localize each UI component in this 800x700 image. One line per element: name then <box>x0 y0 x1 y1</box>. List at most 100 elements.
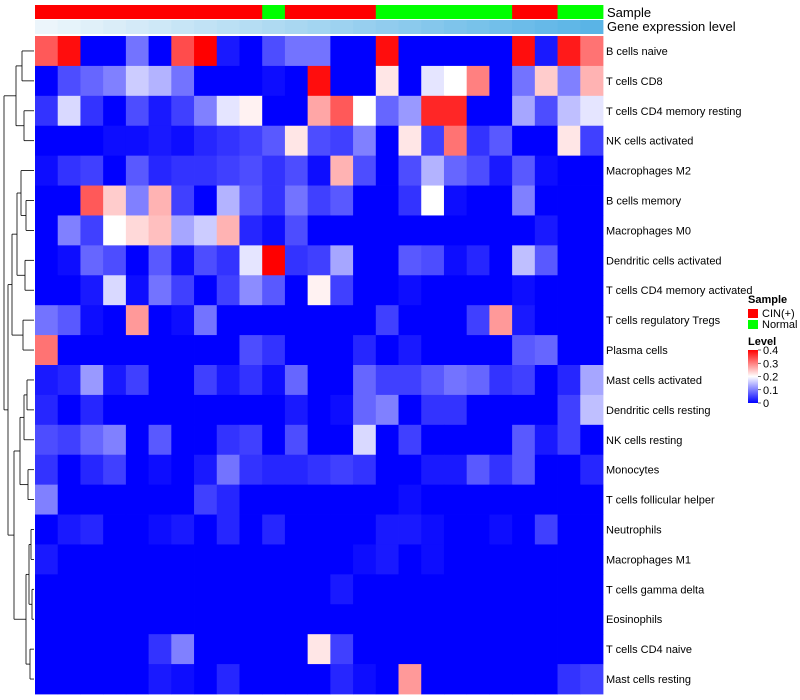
heatmap-cell <box>421 215 445 246</box>
heatmap-cell <box>171 155 195 186</box>
expression-annotation-bar <box>35 20 604 34</box>
heatmap-cell <box>194 335 218 366</box>
heatmap-cell <box>194 664 218 695</box>
heatmap-cell <box>194 155 218 186</box>
heatmap-cell <box>580 514 604 545</box>
heatmap-cell <box>216 394 240 426</box>
heatmap-cell <box>534 65 558 97</box>
heatmap-cell <box>330 604 354 635</box>
heatmap-cell <box>353 125 377 157</box>
heatmap-cell <box>489 185 513 216</box>
heatmap-cell <box>443 424 468 456</box>
heatmap-cell <box>262 185 286 216</box>
heatmap-cell <box>534 185 558 216</box>
heatmap-cell <box>216 95 240 127</box>
heatmap-cell <box>353 65 377 97</box>
heatmap-cell <box>534 664 558 695</box>
heatmap-cell <box>534 215 558 246</box>
row-label: T cells CD4 naive <box>606 644 692 656</box>
heatmap-cell <box>466 574 490 605</box>
heatmap-cell <box>557 454 581 486</box>
heatmap-cell <box>35 95 59 127</box>
heatmap-cell <box>80 394 104 426</box>
expression-annotation-cell <box>330 20 354 34</box>
expression-annotation-cell <box>512 20 536 34</box>
heatmap-cell <box>148 604 172 635</box>
heatmap-cell <box>194 484 218 515</box>
heatmap-cell <box>284 484 309 515</box>
heatmap-cell <box>194 65 218 97</box>
heatmap-cell <box>398 634 422 665</box>
heatmap-cell <box>466 215 490 246</box>
heatmap-cell <box>534 365 558 396</box>
heatmap-cell <box>557 36 581 67</box>
heatmap-cell <box>489 424 513 456</box>
heatmap-cell <box>557 484 581 515</box>
heatmap-cell <box>421 454 445 486</box>
expression-annotation-cell <box>489 20 513 34</box>
heatmap-cell <box>489 305 513 336</box>
heatmap-cell <box>489 484 513 515</box>
heatmap-cell <box>398 544 422 575</box>
heatmap-cell <box>57 305 81 336</box>
heatmap-cell <box>262 514 286 545</box>
heatmap-cell <box>466 125 490 157</box>
expression-annotation-cell <box>353 20 377 34</box>
heatmap-cell <box>148 65 172 97</box>
row-label: Macrophages M0 <box>606 225 691 237</box>
heatmap-cell <box>103 245 127 276</box>
heatmap-cell <box>307 574 331 605</box>
row-label: Neutrophils <box>606 525 662 537</box>
heatmap-cell <box>557 305 581 336</box>
expression-annotation-cell <box>148 20 172 34</box>
heatmap-cell <box>148 634 172 665</box>
heatmap-cell <box>262 604 286 635</box>
heatmap-cell <box>80 275 104 306</box>
expression-annotation-cell <box>534 20 558 34</box>
expression-annotation-cell <box>284 20 309 34</box>
heatmap-cell <box>466 514 490 545</box>
heatmap-cell <box>580 664 604 695</box>
heatmap-cell <box>171 305 195 336</box>
heatmap-cell <box>466 36 490 67</box>
heatmap-cell <box>216 245 240 276</box>
heatmap-cell <box>353 604 377 635</box>
heatmap-cell <box>216 335 240 366</box>
heatmap-cell <box>125 95 149 127</box>
heatmap-cell <box>239 65 263 97</box>
cin-legend-swatch <box>748 309 758 318</box>
row-label: B cells memory <box>606 196 682 208</box>
heatmap-cell <box>489 65 513 97</box>
heatmap-cell <box>489 664 513 695</box>
heatmap-cell <box>194 365 218 396</box>
heatmap-cell <box>216 664 240 695</box>
heatmap-cell <box>103 634 127 665</box>
heatmap-cell <box>398 155 422 186</box>
heatmap-cell <box>375 155 399 186</box>
heatmap-cell <box>398 484 422 515</box>
heatmap-cell <box>284 275 309 306</box>
sample-annotation-cell <box>262 5 286 19</box>
heatmap-cell <box>216 305 240 336</box>
heatmap-cell <box>375 65 399 97</box>
heatmap-cell <box>262 634 286 665</box>
level-legend-colorbar <box>748 350 758 403</box>
heatmap-cell <box>80 125 104 157</box>
heatmap-cell <box>421 634 445 665</box>
heatmap-cell <box>580 125 604 157</box>
heatmap-cell <box>80 484 104 515</box>
heatmap-cell <box>443 36 468 67</box>
heatmap-cell <box>534 95 558 127</box>
heatmap-cell <box>57 36 81 67</box>
heatmap-cell <box>216 514 240 545</box>
heatmap-cell <box>284 95 309 127</box>
sample-annotation-cell <box>466 5 490 19</box>
heatmap-cell <box>262 574 286 605</box>
heatmap-cell <box>194 604 218 635</box>
heatmap-cell <box>216 125 240 157</box>
sample-annotation-cell <box>330 5 354 19</box>
sample-annotation-cell <box>171 5 195 19</box>
heatmap-cell <box>35 335 59 366</box>
heatmap-cell <box>35 394 59 426</box>
heatmap-cell <box>194 245 218 276</box>
